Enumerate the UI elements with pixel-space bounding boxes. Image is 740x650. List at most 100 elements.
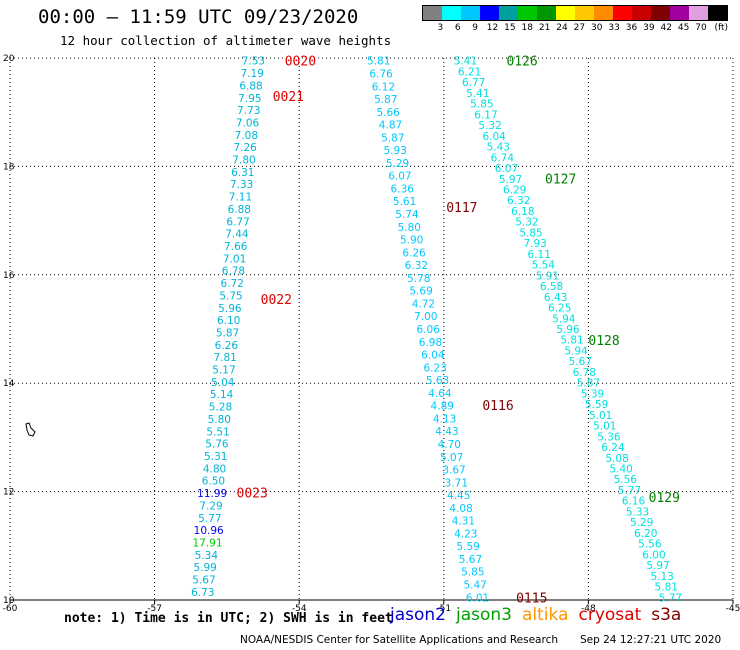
swh-point-s3a: 5.90 bbox=[400, 235, 423, 247]
swh-point-jason3: 6.29 bbox=[503, 184, 526, 196]
colorbar-cell bbox=[423, 6, 442, 20]
swh-point-s3a: 5.29 bbox=[386, 158, 409, 170]
swh-point-jason3: 5.39 bbox=[581, 388, 604, 400]
y-tick-label: 12 bbox=[3, 488, 14, 498]
x-tick-label: -60 bbox=[3, 604, 18, 614]
swh-point-cryosat: 7.29 bbox=[199, 500, 222, 512]
swh-point-jason3: 6.20 bbox=[634, 528, 657, 540]
swh-point-jason3: 7.93 bbox=[523, 238, 546, 250]
track-label: 0020 bbox=[285, 55, 316, 70]
colorbar-tick-label: 45 bbox=[677, 23, 690, 33]
colorbar-cell bbox=[613, 6, 632, 20]
swh-point-jason3: 5.85 bbox=[470, 99, 493, 111]
y-tick-label: 14 bbox=[3, 379, 15, 389]
swh-point-s3a: 6.07 bbox=[388, 171, 411, 183]
x-tick-label: -45 bbox=[726, 604, 740, 614]
swh-point-jason3: 6.25 bbox=[548, 303, 571, 315]
colorbar-cell bbox=[480, 6, 499, 20]
swh-point-s3a: 4.89 bbox=[431, 401, 454, 413]
coastline bbox=[25, 422, 36, 437]
swh-point-jason3: 5.67 bbox=[569, 356, 592, 368]
plot-grid bbox=[9, 57, 734, 601]
x-tick-label: -57 bbox=[147, 604, 162, 614]
swh-point-cryosat: 6.73 bbox=[191, 587, 214, 599]
credit-timestamp: Sep 24 12:27:21 UTC 2020 bbox=[580, 634, 722, 646]
colorbar-tick-label: 33 bbox=[608, 23, 620, 33]
swh-point-cryosat: 5.34 bbox=[195, 550, 219, 562]
swh-point-jason3: 5.36 bbox=[597, 431, 621, 443]
swh-point-jason3: 5.43 bbox=[487, 142, 510, 154]
swh-point-jason3: 5.77 bbox=[659, 592, 682, 604]
swh-point-s3a: 5.63 bbox=[426, 375, 449, 387]
y-tick-label: 16 bbox=[3, 271, 15, 281]
legend-entry-jason3: jason3 bbox=[456, 605, 512, 625]
chart-subtitle: 12 hour collection of altimeter wave hei… bbox=[60, 33, 392, 48]
swh-point-s3a: 4.13 bbox=[433, 413, 456, 425]
swh-point-jason3: 5.96 bbox=[556, 324, 580, 336]
swh-point-jason3: 6.78 bbox=[573, 367, 596, 379]
swh-point-cryosat: 6.31 bbox=[231, 167, 254, 179]
swh-point-s3a: 4.64 bbox=[428, 388, 452, 400]
swh-point-jason3: 5.97 bbox=[499, 174, 522, 186]
swh-point-cryosat: 5.99 bbox=[193, 562, 216, 574]
swh-point-s3a: 5.87 bbox=[374, 94, 397, 106]
legend-entry-jason2: jason2 bbox=[390, 605, 446, 625]
swh-point-s3a: 5.80 bbox=[398, 222, 421, 234]
swh-colorbar: (ft) 3 6 9 12 15 18 21 24 27 30 33 36 39 42 45 70 bbox=[422, 5, 728, 35]
swh-point-cryosat: 7.08 bbox=[235, 130, 258, 142]
colorbar-tick-label: 15 bbox=[504, 23, 516, 33]
colorbar-tick-label: 36 bbox=[625, 23, 638, 33]
swh-point-s3a: 4.72 bbox=[412, 298, 435, 310]
swh-point-s3a: 5.67 bbox=[459, 554, 482, 566]
swh-point-s3a: 5.69 bbox=[409, 286, 432, 298]
swh-point-s3a: 5.85 bbox=[461, 567, 484, 579]
swh-point-jason3: 5.08 bbox=[605, 453, 628, 465]
swh-point-s3a: 6.32 bbox=[405, 260, 428, 272]
swh-point-jason3: 6.77 bbox=[462, 77, 485, 89]
colorbar-tick-label: 70 bbox=[695, 23, 707, 33]
satellite-legend: jason2 jason3 altika cryosat s3a bbox=[390, 605, 691, 625]
swh-point-jason3: 6.24 bbox=[601, 442, 625, 454]
credit-line: NOAA/NESDIS Center for Satellite Applica… bbox=[240, 634, 558, 646]
colorbar-tick-label: 42 bbox=[660, 23, 672, 33]
swh-point-cryosat: 5.04 bbox=[211, 377, 235, 389]
swh-point-s3a: 7.00 bbox=[414, 311, 437, 323]
swh-point-jason3: 5.32 bbox=[478, 120, 501, 132]
swh-point-cryosat: 7.26 bbox=[233, 142, 257, 154]
swh-point-s3a: 4.23 bbox=[454, 528, 477, 540]
swh-point-s3a: 5.74 bbox=[395, 209, 419, 221]
swh-point-jason3: 6.32 bbox=[507, 195, 530, 207]
swh-point-cryosat: 5.28 bbox=[209, 402, 232, 414]
chart-title: 00:00 – 11:59 UTC 09/23/2020 bbox=[38, 6, 359, 28]
swh-point-cryosat: 7.19 bbox=[241, 68, 264, 80]
colorbar-cell bbox=[632, 6, 651, 20]
colorbar-cell bbox=[689, 6, 708, 20]
legend-entry-cryosat: cryosat bbox=[578, 605, 642, 625]
swh-point-cryosat: 5.51 bbox=[206, 426, 229, 438]
colorbar-tick-label: 27 bbox=[573, 23, 586, 33]
colorbar-tick-label: 12 bbox=[486, 23, 499, 33]
colorbar-cell bbox=[556, 6, 575, 20]
swh-point-s3a: 6.26 bbox=[402, 247, 426, 259]
units-note: note: 1) Time is in UTC; 2) SWH is in fe… bbox=[64, 611, 393, 626]
swh-point-s3a: 6.23 bbox=[423, 362, 446, 374]
swh-point-cryosat: 4.80 bbox=[203, 463, 226, 475]
swh-point-jason3: 6.17 bbox=[474, 109, 497, 121]
swh-point-jason3: 5.56 bbox=[638, 539, 662, 551]
swh-point-s3a: 4.31 bbox=[452, 516, 475, 528]
swh-point-s3a: 5.78 bbox=[407, 273, 430, 285]
swh-point-cryosat: 5.80 bbox=[208, 414, 231, 426]
legend-entry-s3a: s3a bbox=[651, 605, 682, 625]
swh-point-jason3: 5.94 bbox=[564, 345, 588, 357]
plot-axes: -60 -57 -54 -51 -48 -45 10 12 14 16 18 20 bbox=[3, 54, 740, 614]
track-label: 0127 bbox=[545, 172, 576, 187]
swh-point-s3a: 6.06 bbox=[416, 324, 440, 336]
swh-point-jason3: 6.04 bbox=[482, 131, 506, 143]
colorbar-tick-label: 3 bbox=[437, 23, 444, 33]
swh-point-jason3: 5.97 bbox=[646, 560, 669, 572]
swh-point-cryosat: 7.44 bbox=[225, 229, 249, 241]
colorbar-tick-label: 21 bbox=[538, 23, 551, 33]
swh-point-cryosat: 7.01 bbox=[223, 253, 246, 265]
swh-point-cryosat: 6.50 bbox=[202, 476, 225, 488]
colorbar-cell bbox=[594, 6, 613, 20]
